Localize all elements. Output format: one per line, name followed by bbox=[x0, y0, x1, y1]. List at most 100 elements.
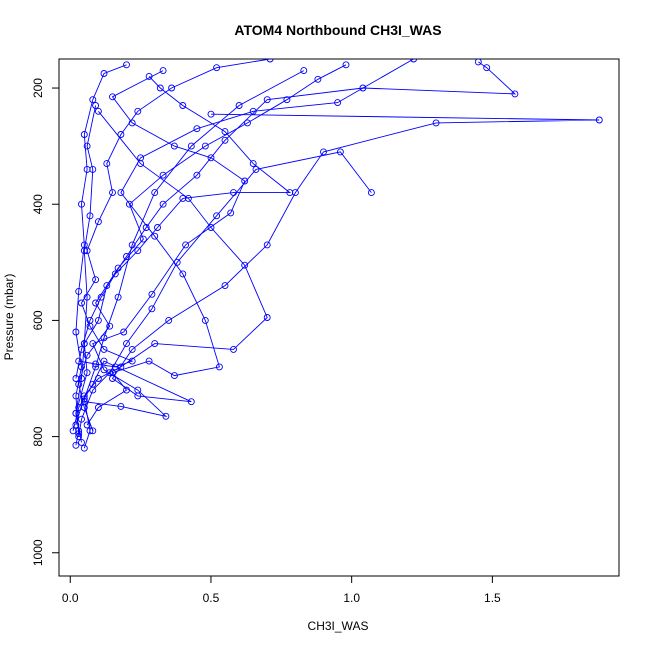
data-point bbox=[187, 142, 195, 150]
data-point bbox=[227, 209, 235, 217]
data-point bbox=[221, 128, 229, 136]
data-point bbox=[154, 224, 161, 231]
data-point bbox=[83, 351, 91, 359]
series-line-10 bbox=[84, 70, 246, 418]
data-point bbox=[230, 345, 237, 353]
series-line-2 bbox=[78, 151, 372, 437]
data-point bbox=[72, 375, 80, 382]
series-line-3 bbox=[75, 111, 268, 426]
x-tick-label: 1.5 bbox=[484, 591, 501, 605]
data-point bbox=[151, 232, 159, 240]
data-point bbox=[111, 363, 119, 371]
data-point bbox=[266, 59, 274, 63]
data-point bbox=[80, 131, 88, 138]
data-point bbox=[89, 96, 97, 104]
x-tick-label: 0.5 bbox=[203, 591, 220, 605]
data-point bbox=[78, 415, 85, 423]
data-point bbox=[94, 404, 102, 411]
data-point bbox=[300, 67, 308, 75]
data-point bbox=[100, 70, 108, 77]
data-point bbox=[511, 90, 519, 98]
data-point bbox=[151, 340, 159, 348]
data-point bbox=[100, 366, 108, 374]
data-point bbox=[207, 224, 215, 231]
series-line-9 bbox=[78, 64, 347, 431]
data-point bbox=[123, 340, 130, 348]
data-point bbox=[78, 345, 85, 353]
data-point bbox=[120, 328, 128, 336]
data-point bbox=[75, 287, 83, 295]
data-point bbox=[241, 177, 249, 185]
data-point bbox=[359, 84, 367, 92]
data-point bbox=[137, 154, 145, 162]
data-point bbox=[314, 75, 322, 83]
data-point bbox=[114, 264, 122, 272]
data-point bbox=[117, 402, 125, 410]
data-point bbox=[162, 412, 170, 420]
y-tick-label: 1000 bbox=[31, 539, 45, 566]
data-point bbox=[78, 200, 85, 208]
data-point bbox=[334, 99, 342, 107]
data-point bbox=[193, 125, 201, 133]
data-point bbox=[170, 142, 178, 150]
data-point bbox=[128, 345, 136, 353]
data-point bbox=[249, 107, 257, 115]
x-tick-label: 1.0 bbox=[343, 591, 360, 605]
data-point bbox=[75, 380, 83, 388]
chart-title: ATOM4 Northbound CH3I_WAS bbox=[234, 22, 441, 38]
data-point bbox=[83, 369, 91, 377]
data-point bbox=[94, 218, 102, 226]
data-point bbox=[201, 316, 209, 324]
series-line-5 bbox=[75, 61, 517, 443]
series-line-6 bbox=[75, 64, 127, 434]
data-point bbox=[94, 316, 102, 324]
data-point bbox=[125, 200, 133, 208]
data-point bbox=[123, 386, 130, 394]
data-point bbox=[117, 189, 125, 197]
data-point bbox=[432, 119, 440, 127]
data-point bbox=[215, 363, 223, 371]
plot-area bbox=[69, 59, 603, 452]
data-point bbox=[230, 189, 237, 197]
data-point bbox=[75, 430, 83, 438]
data-point bbox=[244, 119, 251, 127]
data-point bbox=[139, 235, 147, 243]
data-point bbox=[165, 316, 173, 324]
data-point bbox=[106, 322, 114, 330]
data-point bbox=[286, 189, 294, 197]
data-point bbox=[201, 142, 209, 150]
data-point bbox=[159, 200, 167, 208]
data-point bbox=[89, 380, 97, 388]
data-point bbox=[159, 171, 167, 179]
data-point bbox=[109, 189, 116, 197]
data-point bbox=[170, 372, 178, 380]
data-point bbox=[89, 427, 97, 435]
data-point bbox=[595, 116, 603, 124]
data-point bbox=[72, 421, 80, 429]
data-point bbox=[187, 398, 195, 406]
data-point bbox=[86, 427, 94, 435]
data-point bbox=[156, 84, 164, 92]
data-point bbox=[86, 322, 94, 330]
data-point bbox=[263, 314, 271, 321]
data-point bbox=[92, 299, 100, 307]
data-point bbox=[109, 93, 116, 101]
data-point bbox=[83, 165, 91, 173]
data-point bbox=[483, 64, 491, 72]
data-point bbox=[94, 107, 102, 115]
x-axis: 0.0 0.5 1.0 1.5 bbox=[62, 575, 501, 605]
data-point bbox=[134, 107, 142, 115]
y-tick-label: 800 bbox=[31, 426, 45, 446]
data-point bbox=[114, 293, 122, 301]
data-point bbox=[128, 357, 136, 365]
data-point bbox=[249, 160, 257, 168]
series-line-11 bbox=[78, 59, 271, 368]
data-point bbox=[69, 427, 77, 435]
data-point bbox=[111, 270, 119, 278]
data-point bbox=[80, 241, 88, 249]
data-point bbox=[72, 392, 80, 400]
data-point bbox=[78, 299, 85, 307]
data-point bbox=[263, 241, 271, 249]
data-point bbox=[283, 96, 291, 104]
